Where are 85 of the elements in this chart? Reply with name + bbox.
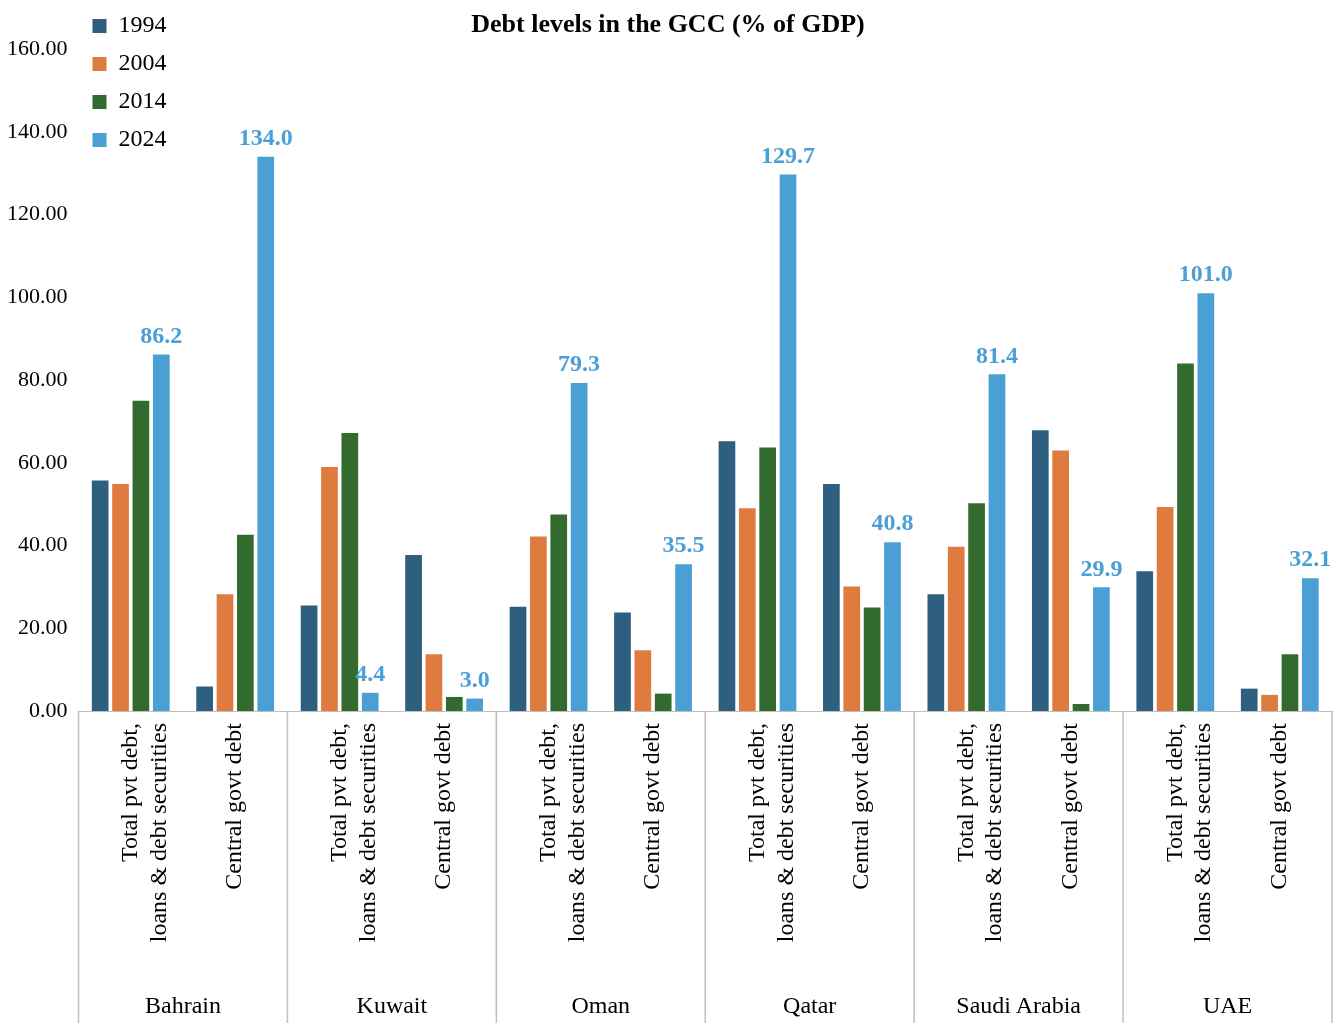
bar [1156,507,1174,711]
bar [1136,571,1154,711]
bar [132,400,150,711]
bar [1177,363,1194,711]
text: Saudi Arabia [956,992,1082,1019]
bar [570,383,588,711]
bar [1031,430,1049,711]
x-tick-label: Central govt debt [1056,722,1083,890]
data-label: 29.9 [1080,554,1123,581]
bar [927,594,945,711]
bar [445,696,463,711]
bar [152,354,170,711]
x-tick-label: Central govt debt [1265,722,1292,890]
data-label: 40.8 [871,509,914,536]
data-label: 81.4 [975,341,1018,368]
bar [216,594,234,711]
bar [530,536,547,711]
bar [509,606,527,711]
bar [614,612,631,711]
data-label: 86.2 [140,321,183,348]
text: Bahrain [144,992,221,1019]
bar [675,564,692,711]
y-tick-label: 160.00 [7,34,68,60]
data-label: 101.0 [1178,260,1233,287]
bar [1197,293,1215,711]
bar [1052,450,1070,711]
bar [759,447,777,711]
bar [634,650,652,711]
bar [968,503,985,711]
legend-label: 1994 [118,11,167,38]
bar [1072,703,1090,711]
bar [321,466,338,711]
bar [1301,578,1319,711]
bar [718,441,736,711]
bar [550,514,568,711]
bar [196,686,213,711]
bar [738,508,756,711]
bar [1093,587,1110,711]
text: UAE [1202,992,1253,1019]
bar [112,483,129,711]
x-tick-label: Central govt debt [429,722,456,890]
bar [843,586,861,711]
y-tick-label: 120.00 [7,200,68,226]
bar [300,605,318,711]
text: Qatar [783,992,837,1019]
data-label: 32.1 [1289,545,1332,572]
bar [466,698,484,711]
x-tick-label: Central govt debt [220,722,247,890]
x-tick-label: Central govt debt [847,722,874,890]
y-tick-label: 0.00 [29,696,68,722]
bar [823,483,840,711]
legend-label: 2024 [118,125,167,152]
bar [863,607,881,711]
bar [654,693,672,711]
bar [884,542,901,711]
text: Kuwait [356,992,428,1019]
y-tick-label: 20.00 [18,614,68,640]
bar [1261,694,1278,711]
bar [988,374,1006,711]
data-label: 35.5 [662,531,705,558]
legend-label: 2014 [118,87,167,114]
y-tick-label: 60.00 [18,448,68,474]
data-label: 129.7 [761,141,816,168]
chart-title: Debt levels in the GCC (% of GDP) [471,9,865,39]
bar [237,534,254,711]
bar [405,555,422,711]
y-tick-label: 100.00 [7,283,68,309]
bar [257,156,275,711]
bar [91,480,109,711]
data-label: 134.0 [238,123,293,150]
x-tick-label: Central govt debt [638,722,665,890]
text: Oman [571,992,631,1019]
legend-label: 2004 [118,49,167,76]
bar [1281,654,1299,711]
y-tick-label: 140.00 [7,117,68,143]
y-tick-label: 80.00 [18,365,68,391]
y-tick-label: 40.00 [18,531,68,557]
data-label: 79.3 [558,350,601,377]
bar [779,174,797,711]
bar [425,654,443,711]
data-label: 3.0 [459,665,490,692]
bar [947,546,965,711]
bar [1240,688,1258,711]
bar [361,692,379,711]
x-tick-label: Total pvt debt, loans & debt securities [116,723,171,943]
